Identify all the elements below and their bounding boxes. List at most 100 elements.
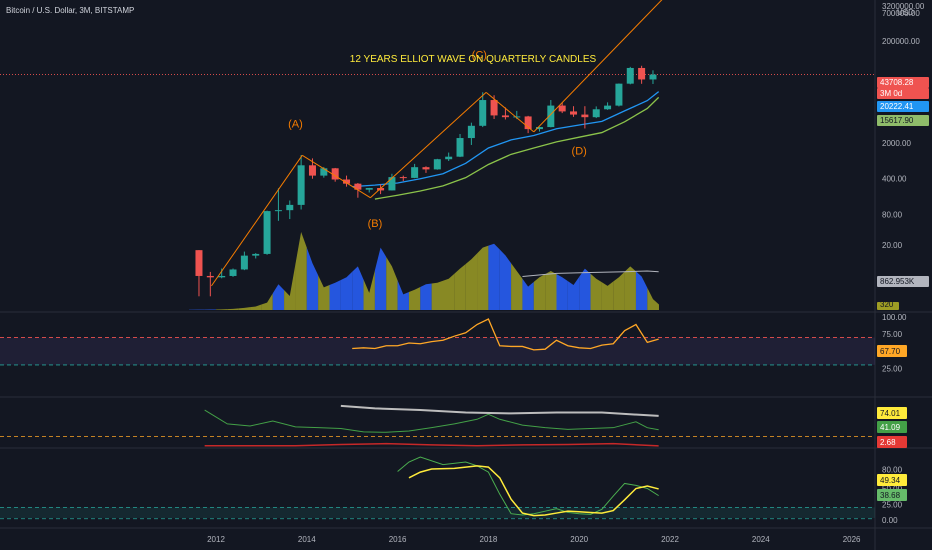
countdown-badge-bg xyxy=(877,88,929,99)
rsi-tick-label: 100.00 xyxy=(882,313,907,322)
volume-bar xyxy=(511,263,523,310)
volume-bar xyxy=(397,280,409,310)
stochastic-badge-1: 49.34 xyxy=(880,476,901,485)
volume-bar xyxy=(647,287,659,310)
candle-body xyxy=(195,250,203,276)
candle-body xyxy=(501,115,509,118)
candle-body xyxy=(388,177,396,191)
rsi-line xyxy=(352,318,659,351)
price-tick-label: 80.00 xyxy=(882,210,903,219)
volume-bar xyxy=(579,268,591,310)
wave-label: (B) xyxy=(368,218,383,230)
volume-bar xyxy=(522,278,534,310)
dmi-badge-1-bg xyxy=(877,407,907,419)
volume-badge-bg xyxy=(877,276,929,287)
dmi-line xyxy=(204,442,659,447)
candle-body xyxy=(604,105,612,110)
volume-bar xyxy=(454,263,466,310)
time-tick-label: 2016 xyxy=(389,535,407,544)
candle-body xyxy=(524,116,532,130)
candle-body xyxy=(558,105,566,112)
volume-bar xyxy=(556,274,568,310)
volume-bar xyxy=(216,309,228,310)
volume-bar xyxy=(613,271,625,310)
rsi-tick-label: 25.00 xyxy=(882,364,903,373)
time-tick-label: 2024 xyxy=(752,535,770,544)
candle-body xyxy=(229,269,237,276)
candle-body xyxy=(467,125,475,139)
rsi-badge: 67.70 xyxy=(880,347,901,356)
candle-body xyxy=(218,275,226,278)
stochastic-badge-1-bg xyxy=(877,474,907,486)
price-tick-label: 2000.00 xyxy=(882,139,911,148)
candle-body xyxy=(592,109,600,118)
volume-bar xyxy=(352,266,364,310)
volume-bar xyxy=(624,266,636,310)
candle-body xyxy=(513,116,521,118)
rsi-band xyxy=(0,337,875,365)
volume-bar xyxy=(340,271,353,310)
stochastic-tick-label: 80.00 xyxy=(882,466,903,475)
volume-bar xyxy=(420,283,432,310)
candle-body xyxy=(399,177,407,179)
stochastic-tick-label: 0.00 xyxy=(882,516,898,525)
volume-bar xyxy=(443,273,455,310)
time-tick-label: 2018 xyxy=(480,535,498,544)
ema-blue-line xyxy=(352,91,660,188)
wave-trend-line xyxy=(370,91,487,199)
candle-body xyxy=(286,204,294,211)
volume-bar xyxy=(488,243,500,310)
candle-body xyxy=(535,127,543,130)
candle-body xyxy=(331,168,339,180)
time-tick-label: 2026 xyxy=(843,535,861,544)
time-tick-label: 2020 xyxy=(570,535,588,544)
candle-body xyxy=(422,167,430,170)
candle-body xyxy=(615,83,623,106)
volume-bar xyxy=(261,293,273,310)
volume-bar xyxy=(318,275,330,310)
candle-body xyxy=(252,253,260,256)
rsi-tick-label: 75.00 xyxy=(882,330,903,339)
stochastic-k-line xyxy=(408,465,659,517)
candle-body xyxy=(343,179,351,184)
stochastic-tick-label: 25.00 xyxy=(882,500,903,509)
currency-label: USD xyxy=(897,8,914,17)
last-price-badge-bg xyxy=(877,77,929,88)
chart-title: 12 YEARS ELLIOT WAVE ON QUARTERLY CANDLE… xyxy=(350,54,597,65)
dmi-badge-1: 74.01 xyxy=(880,409,901,418)
dmi-badge-2: 41.09 xyxy=(880,423,901,432)
stochastic-band xyxy=(0,507,875,518)
dmi-badge-2-bg xyxy=(877,421,907,433)
stochastic-d-line xyxy=(397,456,659,516)
volume-bar xyxy=(386,256,398,310)
last-price-badge: 43708.28 xyxy=(880,78,914,87)
volume-bar xyxy=(284,263,296,310)
volume-bar xyxy=(533,274,546,310)
dmi-badge-3-bg xyxy=(877,436,907,448)
price-tick-label: 20.00 xyxy=(882,241,903,250)
volume-bar xyxy=(408,286,421,310)
candle-body xyxy=(297,165,305,205)
volume-bar xyxy=(499,249,512,310)
volume-sub-badge: 320 xyxy=(880,300,894,309)
ema-green-badge: 15617.90 xyxy=(880,116,914,125)
candle-body xyxy=(308,165,316,176)
volume-bar xyxy=(238,307,251,310)
candle-body xyxy=(411,167,419,178)
wave-trend-line xyxy=(211,154,303,287)
volume-bar xyxy=(590,273,602,310)
dmi-line xyxy=(340,404,659,417)
symbol-title: Bitcoin / U.S. Dollar, 3M, BITSTAMP xyxy=(6,6,134,15)
candle-body xyxy=(570,111,578,115)
stochastic-badge-2: 38.68 xyxy=(880,491,901,500)
candle-body xyxy=(263,211,271,254)
volume-bar xyxy=(477,245,489,310)
volume-badge: 862.953K xyxy=(880,277,915,286)
candle-body xyxy=(365,188,373,190)
volume-bar xyxy=(567,276,580,310)
wave-trend-line xyxy=(485,91,535,133)
candle-body xyxy=(547,105,555,128)
candle-body xyxy=(354,183,362,190)
